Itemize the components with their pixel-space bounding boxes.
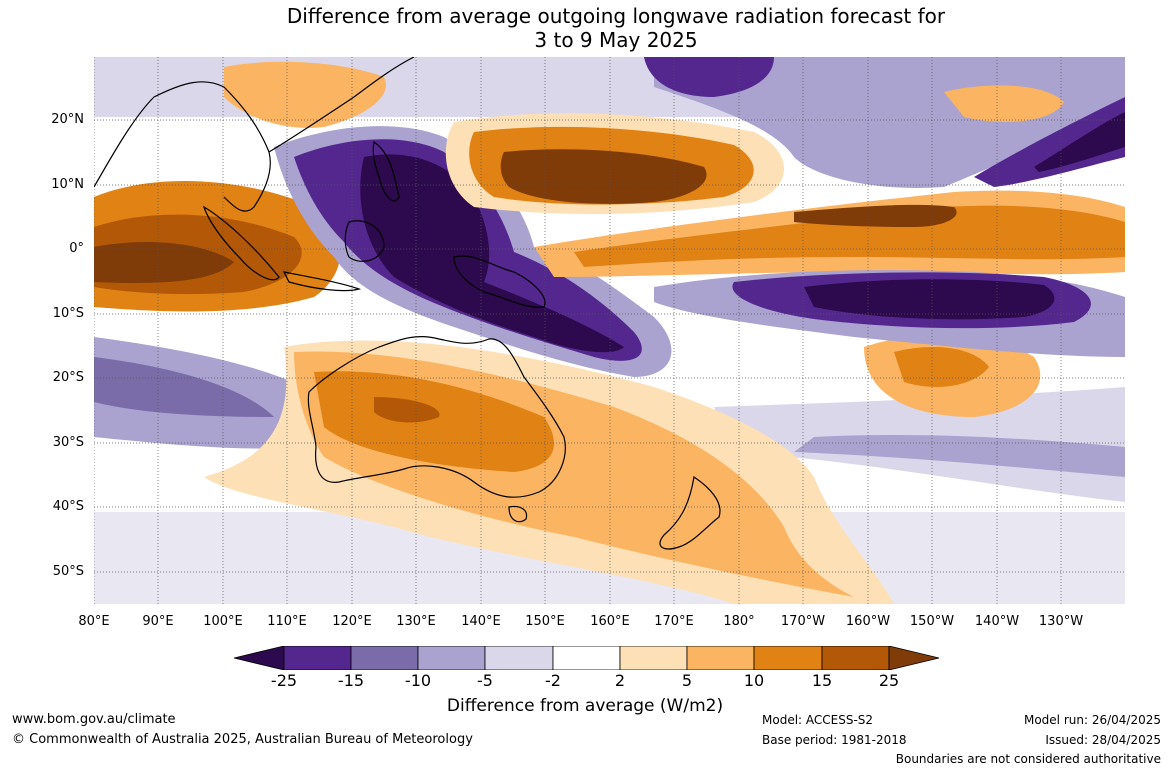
map-title: Difference from average outgoing longwav… (0, 4, 1173, 52)
lon-label-140w: 140°W (974, 614, 1020, 629)
colorbar (234, 646, 940, 670)
lon-label-160w: 160°W (845, 614, 891, 629)
lat-label-0: 0° (69, 241, 84, 256)
footer-model: Model: ACCESS-S2 (762, 713, 874, 727)
colorbar-tick-7: 5 (681, 671, 693, 690)
lon-label-150w: 150°W (909, 614, 955, 629)
lon-label-120e: 120°E (332, 614, 372, 629)
east-pacific-dark-orange (894, 347, 989, 387)
lon-label-90e: 90°E (142, 614, 174, 629)
footer-issued: Issued: 28/04/2025 (1045, 733, 1161, 747)
spcz-purple-core (804, 279, 1055, 320)
colorbar-tick-5: -2 (545, 671, 561, 690)
ne-pacific-purple-core (1034, 112, 1125, 172)
colorbar-tick-10: 25 (878, 671, 900, 690)
colorbar-tick-8: 10 (743, 671, 765, 690)
lon-label-170e: 170°E (654, 614, 694, 629)
coastlines (93, 56, 721, 550)
footer-copyright: © Commonwealth of Australia 2025, Austra… (12, 732, 473, 747)
equatorial-pacific-dark-orange (574, 205, 1125, 267)
borneo-coastline (344, 220, 385, 262)
colorbar-cell-4 (484, 646, 554, 670)
hawaii-orange-blob (944, 85, 1064, 122)
colorbar-tick-3: -10 (404, 671, 432, 690)
tasmania-coastline (508, 505, 528, 523)
south-china-sea-orange (224, 61, 386, 128)
colorbar-cell-8 (753, 646, 823, 670)
lon-label-110e: 110°E (267, 614, 307, 629)
colorbar-tick-9: 15 (811, 671, 833, 690)
colorbar-tick-1: -25 (270, 671, 298, 690)
se-pacific-purple (794, 435, 1125, 477)
sumatra-coastline (202, 205, 280, 281)
lat-label-20n: 20°N (51, 112, 84, 127)
lat-label-10s: 10°S (52, 306, 84, 321)
footer-boundaries-note: Boundaries are not considered authoritat… (895, 752, 1161, 766)
map-canvas (93, 56, 1125, 604)
colorbar-cell-1 (283, 646, 352, 670)
footer-model-run: Model run: 26/04/2025 (1023, 713, 1161, 727)
colorbar-tick-4: -5 (477, 671, 493, 690)
colorbar-cell-6 (619, 646, 688, 670)
ne-pacific-purple-blob (644, 57, 774, 97)
lat-label-10n: 10°N (51, 177, 84, 192)
lon-label-160e: 160°E (590, 614, 630, 629)
lat-label-50s: 50°S (52, 564, 84, 579)
footer-base-period: Base period: 1981-2018 (762, 733, 907, 747)
graticule (93, 57, 1125, 604)
colorbar-tick-2: -15 (337, 671, 365, 690)
equatorial-pacific-core (794, 204, 957, 227)
lon-label-130e: 130°E (396, 614, 436, 629)
colorbar-cell-7 (686, 646, 755, 670)
lon-label-100e: 100°E (203, 614, 243, 629)
footer-website: www.bom.gov.au/climate (12, 712, 176, 727)
west-pacific-purple-core (360, 154, 624, 353)
colorbar-min-arrow (234, 646, 285, 670)
china-coastline (268, 56, 415, 153)
australia-dark-orange (314, 371, 554, 472)
java-coastline (282, 271, 362, 292)
olr-anomaly-map (93, 56, 1125, 604)
ne-pacific-purple-band (974, 97, 1125, 187)
colorbar-title: Difference from average (W/m2) (446, 696, 724, 716)
indian-ocean-core (94, 242, 234, 283)
lon-label-170w: 170°W (780, 614, 826, 629)
north-pacific-core (500, 149, 707, 204)
new-zealand-coastline (659, 475, 721, 550)
colorbar-cell-5 (552, 646, 621, 670)
colorbar-tick-6: 2 (614, 671, 626, 690)
title-line-1: Difference from average outgoing longwav… (286, 4, 946, 28)
lat-label-40s: 40°S (52, 499, 84, 514)
lat-label-20s: 20°S (52, 370, 84, 385)
lat-label-30s: 30°S (52, 435, 84, 450)
colorbar-max-arrow (888, 646, 940, 670)
lon-label-130w: 130°W (1038, 614, 1084, 629)
australia-core-orange (374, 397, 440, 423)
australia-coastline (307, 336, 566, 498)
lon-label-150e: 150°E (525, 614, 565, 629)
philippines-coastline (372, 141, 400, 202)
title-line-2: 3 to 9 May 2025 (534, 28, 698, 52)
colorbar-cell-2 (350, 646, 419, 670)
south-indian-ocean-mid-purple (94, 357, 274, 417)
new-guinea-coastline (453, 255, 546, 308)
colorbar-cell-3 (417, 646, 486, 670)
asia-mainland-coastline (93, 81, 271, 212)
lon-label-140e: 140°E (461, 614, 501, 629)
lon-label-180: 180° (723, 614, 755, 629)
colorbar-cell-9 (821, 646, 890, 670)
lon-label-80e: 80°E (78, 614, 110, 629)
